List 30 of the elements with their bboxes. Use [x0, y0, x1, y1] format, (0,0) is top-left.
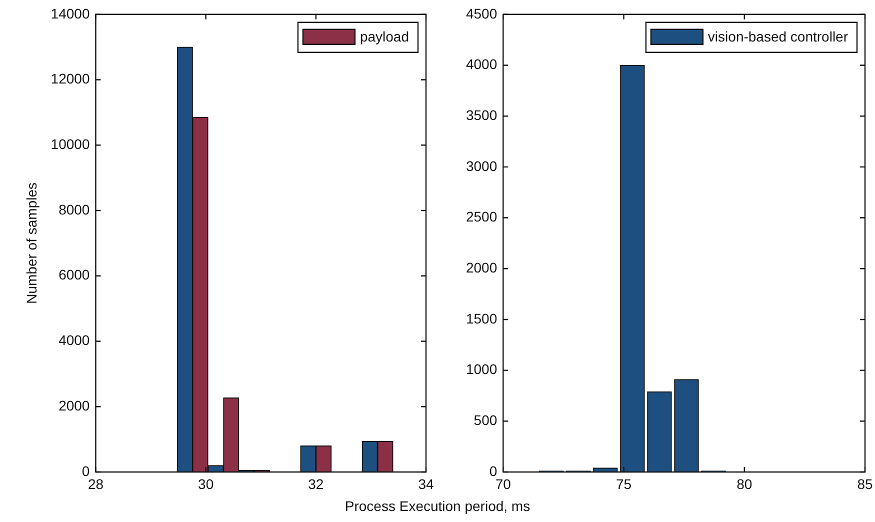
y-tick-label: 0 — [489, 462, 498, 479]
x-tick-label: 34 — [418, 476, 434, 492]
y-tick-label: 3000 — [466, 158, 498, 174]
y-tick-label: 3500 — [466, 106, 498, 123]
y-tick-label: 500 — [474, 412, 498, 428]
x-tick-label: 32 — [308, 476, 324, 492]
legend-label: vision-based controller — [708, 28, 848, 44]
y-tick-label: 1000 — [466, 361, 498, 378]
y-tick-label: 4000 — [466, 56, 498, 72]
y-tick-label: 10000 — [50, 136, 90, 152]
y-tick-label: 6000 — [58, 266, 90, 283]
x-tick-label: 28 — [88, 476, 104, 492]
y-tick-label: 4500 — [466, 5, 498, 22]
x-tick-label: 80 — [736, 476, 752, 492]
y-tick-label: 12000 — [50, 70, 90, 87]
x-tick-label: 85 — [857, 476, 873, 492]
y-tick-label: 2000 — [58, 397, 90, 414]
y-tick-label: 2000 — [466, 259, 498, 276]
x-tick-label: 75 — [616, 476, 632, 492]
y-tick-label: 14000 — [50, 5, 90, 22]
x-tick-label: 70 — [495, 476, 512, 492]
x-axis-title: Process Execution period, ms — [344, 498, 532, 514]
y-axis-title: Number of samples — [23, 182, 40, 304]
legend-label: payload — [360, 28, 410, 44]
y-tick-label: 0 — [82, 462, 90, 479]
y-tick-label: 1500 — [466, 310, 498, 326]
y-tick-label: 8000 — [58, 201, 90, 218]
y-tick-label: 2500 — [466, 208, 498, 225]
y-tick-label: 4000 — [58, 332, 90, 348]
x-tick-label: 30 — [198, 476, 214, 492]
